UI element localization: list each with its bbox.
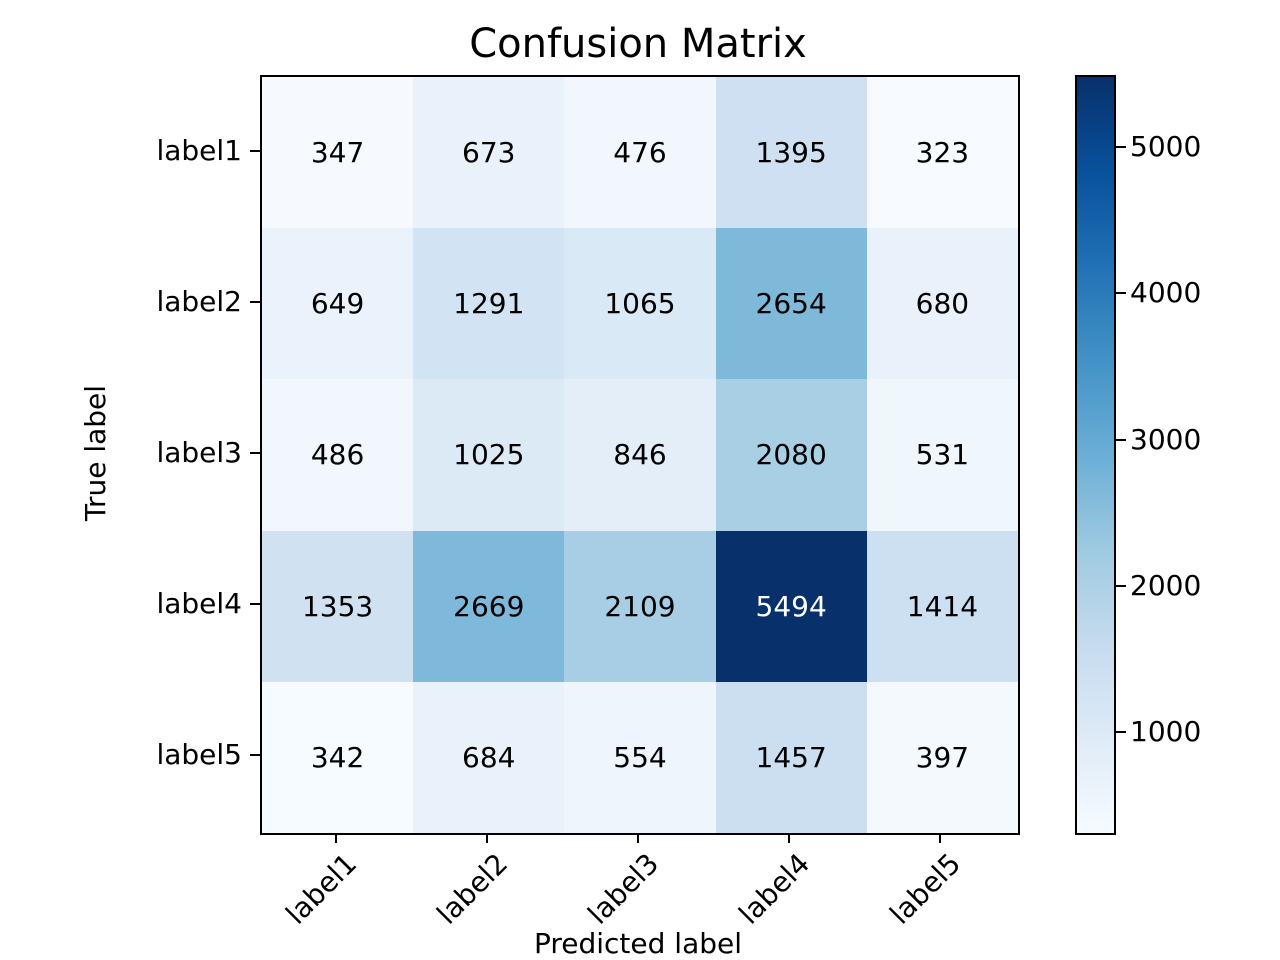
tick-mark bbox=[250, 452, 260, 454]
heatmap-cell: 1395 bbox=[715, 77, 867, 229]
tick-mark bbox=[250, 754, 260, 757]
y-tick-label: label5 bbox=[156, 738, 242, 772]
heatmap-cell: 476 bbox=[564, 77, 716, 229]
heatmap-cell: 486 bbox=[262, 379, 414, 531]
heatmap-cell: 680 bbox=[866, 228, 1018, 380]
tick-mark bbox=[250, 603, 260, 606]
tick-mark bbox=[939, 833, 942, 843]
tick-mark bbox=[485, 833, 488, 843]
heatmap-cell: 684 bbox=[413, 681, 565, 833]
heatmap-cell: 1291 bbox=[413, 228, 565, 380]
heatmap-cell: 2654 bbox=[715, 228, 867, 380]
colorbar-tick-label: 5000 bbox=[1130, 130, 1202, 164]
tick-mark bbox=[1116, 438, 1126, 441]
colorbar-tick-label: 3000 bbox=[1130, 422, 1202, 456]
heatmap-cell: 673 bbox=[413, 77, 565, 229]
y-tick-label: label1 bbox=[156, 133, 242, 167]
heatmap-cell: 2669 bbox=[413, 530, 565, 682]
tick-mark bbox=[1116, 731, 1126, 734]
colorbar-tick-label: 2000 bbox=[1130, 568, 1202, 602]
tick-mark bbox=[788, 833, 791, 843]
heatmap-cell: 2080 bbox=[715, 379, 867, 531]
heatmap-cell: 2109 bbox=[564, 530, 716, 682]
colorbar bbox=[1075, 75, 1116, 835]
heatmap-cell: 1065 bbox=[564, 228, 716, 380]
y-tick-label: label2 bbox=[156, 284, 242, 318]
heatmap-cell: 397 bbox=[866, 681, 1018, 833]
heatmap-cell: 554 bbox=[564, 681, 716, 833]
heatmap-cell: 347 bbox=[262, 77, 414, 229]
chart-title: Confusion Matrix bbox=[469, 21, 807, 67]
tick-mark bbox=[1116, 584, 1126, 587]
y-tick-label: label4 bbox=[156, 587, 242, 621]
heatmap-cell: 342 bbox=[262, 681, 414, 833]
heatmap-cell: 1414 bbox=[866, 530, 1018, 682]
heatmap-cell: 1353 bbox=[262, 530, 414, 682]
heatmap-cell: 323 bbox=[866, 77, 1018, 229]
tick-mark bbox=[637, 833, 639, 843]
heatmap-cell: 846 bbox=[564, 379, 716, 531]
colorbar-tick-label: 1000 bbox=[1130, 715, 1202, 749]
heatmap-cell: 1025 bbox=[413, 379, 565, 531]
tick-mark bbox=[1116, 146, 1126, 149]
x-axis-title: Predicted label bbox=[533, 927, 743, 960]
tick-mark bbox=[250, 149, 260, 152]
y-tick-label: label3 bbox=[156, 436, 242, 469]
colorbar-tick-label: 4000 bbox=[1130, 276, 1202, 310]
heatmap-cell: 1457 bbox=[715, 681, 867, 833]
heatmap-cell: 5494 bbox=[715, 530, 867, 682]
tick-mark bbox=[250, 300, 260, 303]
heatmap-cell: 531 bbox=[866, 379, 1018, 531]
heatmap-axes: 347 673 476 1395 323 649 1291 1065 2654 680 486 102… bbox=[260, 75, 1020, 835]
tick-mark bbox=[334, 833, 337, 843]
tick-mark bbox=[1116, 292, 1126, 295]
heatmap-cell: 649 bbox=[262, 228, 414, 380]
